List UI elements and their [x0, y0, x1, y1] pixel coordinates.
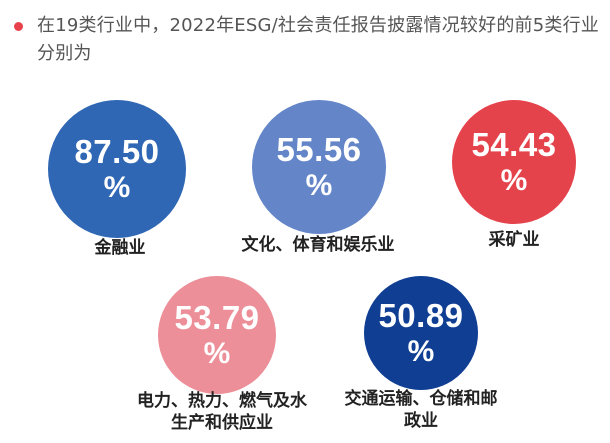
unit-label: %: [103, 171, 131, 204]
unit-label: %: [305, 169, 333, 202]
value-label: 55.56: [276, 131, 362, 168]
unit-label: %: [203, 337, 231, 370]
bullet-dot: [14, 22, 23, 31]
category-label: 交通运输、仓储和邮政业: [344, 389, 498, 431]
header: 在19类行业中，2022年ESG/社会责任报告披露情况较好的前5类行业分别为: [14, 12, 602, 68]
value-label: 54.43: [471, 126, 557, 163]
category-label: 采矿业: [488, 230, 540, 250]
unit-label: %: [407, 335, 435, 368]
bubble-mining: 54.43 %: [452, 100, 576, 224]
unit-label: %: [500, 164, 528, 197]
category-label: 电力、热力、燃气及水生产和供应业: [137, 391, 307, 433]
bubble-transport: 50.89 %: [364, 276, 478, 390]
chart-title: 在19类行业中，2022年ESG/社会责任报告披露情况较好的前5类行业分别为: [37, 15, 599, 64]
bubble-culture-sports: 55.56 %: [252, 100, 386, 234]
category-label: 文化、体育和娱乐业: [241, 235, 395, 255]
category-label: 金融业: [94, 238, 146, 258]
value-label: 87.50: [74, 133, 160, 170]
value-label: 53.79: [174, 299, 260, 336]
bubble-utilities: 53.79 %: [158, 276, 276, 394]
bubble-finance: 87.50 %: [48, 100, 186, 238]
value-label: 50.89: [378, 297, 464, 334]
